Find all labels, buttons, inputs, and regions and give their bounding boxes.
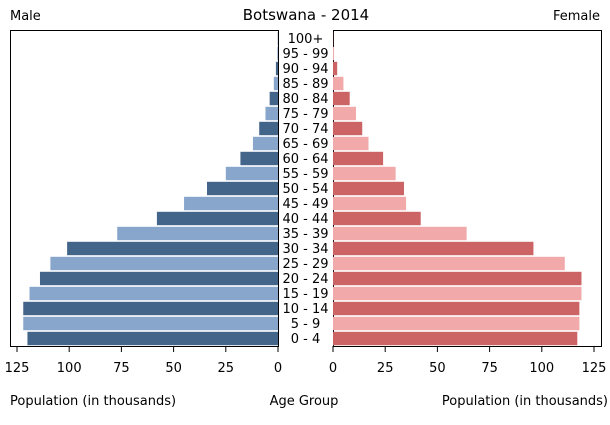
female-bar — [333, 241, 534, 256]
female-tick-label: 100 — [529, 361, 554, 376]
age-group-label: 60 - 64 — [282, 152, 328, 167]
male-bar — [269, 91, 278, 106]
female-bar — [333, 181, 404, 196]
male-x-axis-label: Population (in thousands) — [10, 394, 176, 409]
female-bar — [333, 301, 580, 316]
age-group-label: 85 - 89 — [282, 77, 328, 92]
female-bar — [333, 136, 369, 151]
female-tick-label: 50 — [429, 361, 446, 376]
male-bar — [273, 76, 278, 91]
female-tick-label: 0 — [329, 361, 337, 376]
female-bar — [333, 76, 344, 91]
female-tick-label: 125 — [582, 361, 607, 376]
male-bar — [156, 211, 278, 226]
male-label: Male — [10, 9, 41, 24]
male-tick-label: 100 — [57, 361, 82, 376]
male-bar — [259, 121, 278, 136]
age-group-label: 20 - 24 — [282, 272, 328, 287]
female-bar — [333, 226, 467, 241]
chart-title: Botswana - 2014 — [243, 6, 369, 24]
age-group-label: 30 - 34 — [282, 242, 328, 257]
age-group-label: 35 - 39 — [282, 227, 328, 242]
age-group-label: 10 - 14 — [282, 302, 328, 317]
male-bar — [265, 106, 278, 121]
male-bar — [27, 331, 278, 346]
male-bar — [67, 241, 278, 256]
male-bar — [50, 256, 278, 271]
male-plot-frame — [10, 30, 279, 347]
male-bar — [207, 181, 278, 196]
male-bar — [23, 301, 279, 316]
age-group-label: 25 - 29 — [282, 257, 328, 272]
age-group-label: 75 - 79 — [282, 107, 328, 122]
male-tick-label: 75 — [113, 361, 130, 376]
female-bar — [333, 106, 356, 121]
female-bar — [333, 61, 338, 76]
age-group-label: 80 - 84 — [282, 92, 328, 107]
female-bar — [333, 151, 384, 166]
female-tick-label: 75 — [481, 361, 498, 376]
male-bar — [275, 61, 278, 76]
age-group-label: 95 - 99 — [282, 47, 328, 62]
male-tick-label: 125 — [5, 361, 30, 376]
male-bar — [39, 271, 278, 286]
female-bar — [333, 286, 582, 301]
female-bar — [333, 211, 421, 226]
age-group-label: 0 - 4 — [291, 332, 321, 347]
female-bar — [333, 316, 580, 331]
female-bar — [333, 331, 578, 346]
male-bars — [23, 31, 279, 346]
female-bar — [333, 121, 363, 136]
female-bar — [333, 196, 407, 211]
age-group-label: 70 - 74 — [282, 122, 328, 137]
female-bar — [333, 256, 565, 271]
female-bar — [333, 166, 396, 181]
male-bar — [117, 226, 278, 241]
female-bars — [333, 31, 582, 346]
age-group-label: 65 - 69 — [282, 137, 328, 152]
age-group-label: 50 - 54 — [282, 182, 328, 197]
male-bar — [29, 286, 279, 301]
male-bar — [240, 151, 278, 166]
female-bar — [333, 271, 582, 286]
male-tick-label: 0 — [274, 361, 282, 376]
male-tick-label: 25 — [218, 361, 235, 376]
female-x-axis: 0 25 50 75 100 125 — [329, 346, 607, 376]
female-bar — [333, 91, 350, 106]
male-bar — [252, 136, 278, 151]
male-bar — [225, 166, 278, 181]
male-bar — [23, 316, 279, 331]
male-x-axis: 125 100 75 50 25 0 — [5, 346, 282, 376]
male-tick-label: 50 — [165, 361, 182, 376]
age-group-label: 15 - 19 — [282, 287, 328, 302]
male-bar — [277, 46, 278, 61]
age-group-label: 55 - 59 — [282, 167, 328, 182]
age-group-label: 90 - 94 — [282, 62, 328, 77]
age-group-label: 40 - 44 — [282, 212, 328, 227]
male-bar — [184, 196, 278, 211]
age-group-label: 45 - 49 — [282, 197, 328, 212]
female-bar — [333, 46, 335, 61]
age-group-label: 100+ — [288, 32, 324, 47]
female-label: Female — [553, 9, 600, 24]
female-tick-label: 25 — [377, 361, 394, 376]
age-group-axis-label: Age Group — [270, 394, 339, 409]
female-x-axis-label: Population (in thousands) — [442, 394, 608, 409]
age-group-label: 5 - 9 — [291, 317, 321, 332]
